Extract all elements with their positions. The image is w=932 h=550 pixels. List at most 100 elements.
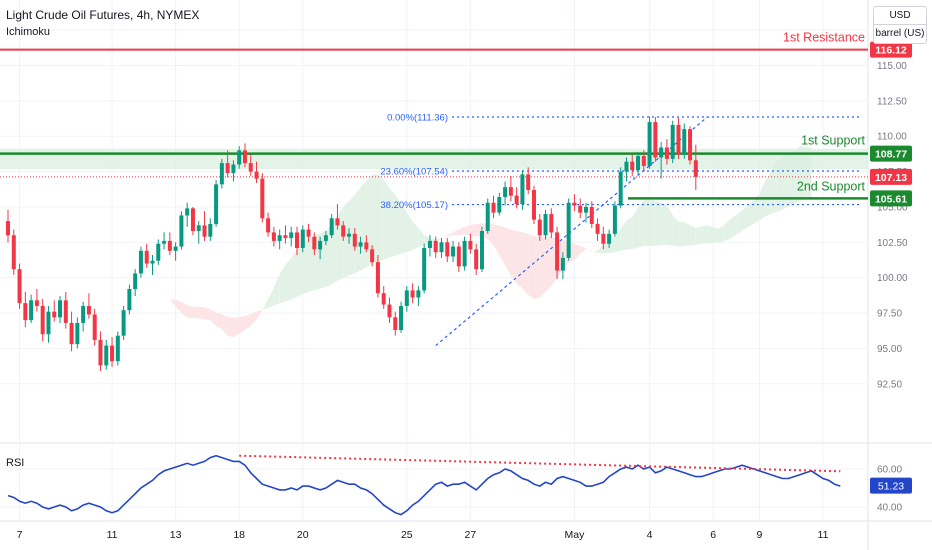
candle [688,126,693,165]
candle-body [607,233,612,244]
support-2-tag [870,190,912,207]
time-tick-label: 20 [297,529,309,541]
candle-body [422,247,427,291]
candle-body [75,322,80,345]
candle [370,245,375,267]
cloud-segment [187,305,193,318]
time-tick-label: 11 [107,529,118,541]
candle-body [526,174,531,190]
candle [462,236,467,271]
candle-body [381,293,386,305]
cloud-segment [603,241,610,254]
cloud-segment [227,316,234,338]
cloud-segment [302,240,309,295]
candle [676,117,681,159]
candle-body [347,233,352,237]
cloud-segment [175,299,182,313]
cloud-segment [528,234,534,300]
cloud-segment [759,181,766,221]
candle-body [572,202,577,206]
candle-body [404,290,409,306]
candle-body [17,269,22,304]
candle [572,194,577,212]
candle [98,331,103,372]
candle [479,226,484,273]
cloud-segment [354,187,361,274]
candle-body [300,229,305,248]
candle [624,157,629,182]
time-tick-label: 25 [401,529,413,541]
cloud-segment [649,198,656,246]
candle-body [416,290,421,298]
cloud-segment [140,281,147,286]
price-tick-label: 105.00 [877,202,908,213]
currency-label: USD [889,10,911,21]
candle-body [375,262,380,294]
candle-body [63,300,68,323]
candle [34,288,39,312]
cloud-segment [285,257,292,302]
candle-body [144,250,149,264]
resistance-label: 1st Resistance [783,31,865,45]
candle [277,229,282,250]
candle [58,296,63,323]
candle-body [127,288,132,311]
unit-label: barrel (US) [874,24,926,42]
candle [81,301,86,332]
candle-body [514,195,519,205]
cloud-segment [533,236,540,300]
cloud-segment [216,312,222,330]
cloud-segment [401,203,407,254]
cloud-segment [510,229,517,284]
cloud-segment [620,220,627,251]
support-1-label: 1st Support [801,134,865,148]
candle-body [98,339,103,366]
candle [387,297,392,323]
rsi-value-label: 51.23 [878,481,904,493]
cloud-segment [406,212,413,252]
cloud-segment [164,297,170,300]
price-tick-label: 95.00 [877,344,902,355]
cloud-segment [655,201,662,246]
candle-body [670,124,675,159]
candle [456,242,461,273]
cloud-segment [516,230,523,289]
candle [381,286,386,309]
candle-body [150,260,155,264]
time-tick-label: May [565,529,586,541]
candle-body [138,250,143,274]
cloud-segment [343,201,350,279]
cloud-segment [146,285,153,289]
candle [329,214,334,239]
candle [121,305,126,340]
candle-body [115,335,120,362]
cloud-segment [435,238,442,242]
candle-body [358,242,363,247]
candle [433,236,438,258]
candle [503,181,508,206]
candle-body [520,174,525,205]
cloud-segment [198,306,205,320]
candle [110,337,115,367]
candle [410,283,415,304]
candle [589,201,594,229]
candle-body [427,240,432,248]
candle-body [601,233,606,244]
candle-body [295,232,299,248]
candle [138,246,143,278]
candle-body [636,156,641,171]
candle [364,235,369,253]
candle [549,208,554,239]
candle [584,202,588,223]
candle [416,286,421,306]
candle [560,252,565,280]
cloud-segment [395,195,402,256]
candle [156,239,161,265]
candle-body [248,163,253,172]
price-unit-selector[interactable]: USD barrel (US) [873,6,927,44]
candle-body [208,223,213,237]
price-tick-label: 102.50 [877,238,908,249]
candle-body [630,161,635,171]
candle [11,229,16,275]
